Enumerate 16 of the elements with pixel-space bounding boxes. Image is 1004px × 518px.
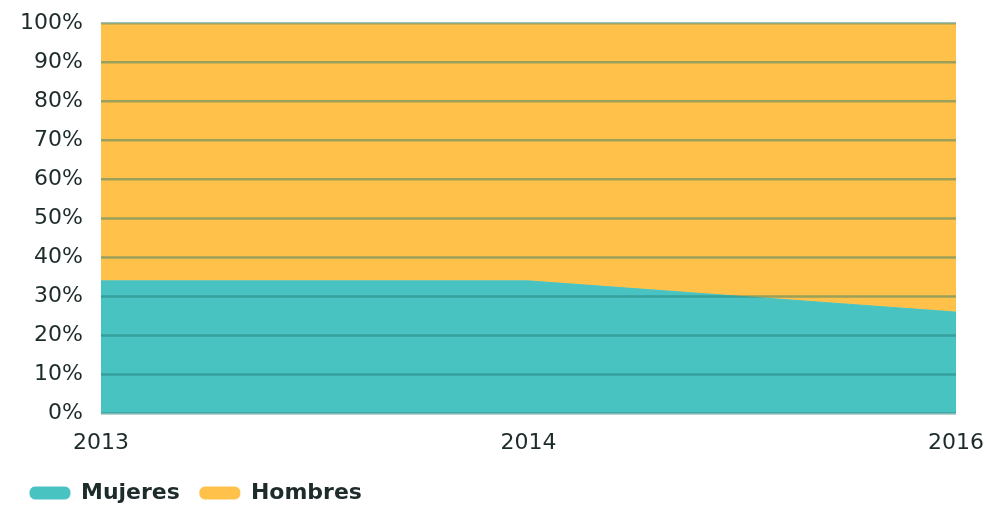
- y-tick-label: 10%: [33, 360, 83, 386]
- x-tick-label: 2013: [72, 428, 129, 454]
- y-tick-label: 40%: [33, 243, 83, 269]
- y-tick-label: 30%: [33, 282, 83, 308]
- x-tick-label: 2016: [928, 428, 984, 454]
- y-tick-label: 100%: [19, 8, 83, 34]
- legend-label: Mujeres: [81, 478, 180, 504]
- y-tick-label: 50%: [33, 204, 83, 230]
- y-tick-label: 90%: [33, 47, 83, 73]
- y-tick-label: 0%: [47, 399, 83, 425]
- y-tick-label: 60%: [33, 165, 83, 191]
- y-tick-label: 80%: [33, 87, 83, 112]
- x-tick-label: 2014: [500, 428, 557, 454]
- y-tick-label: 20%: [33, 321, 83, 347]
- y-tick-label: 70%: [33, 126, 83, 152]
- legend-label: Hombres: [250, 478, 362, 504]
